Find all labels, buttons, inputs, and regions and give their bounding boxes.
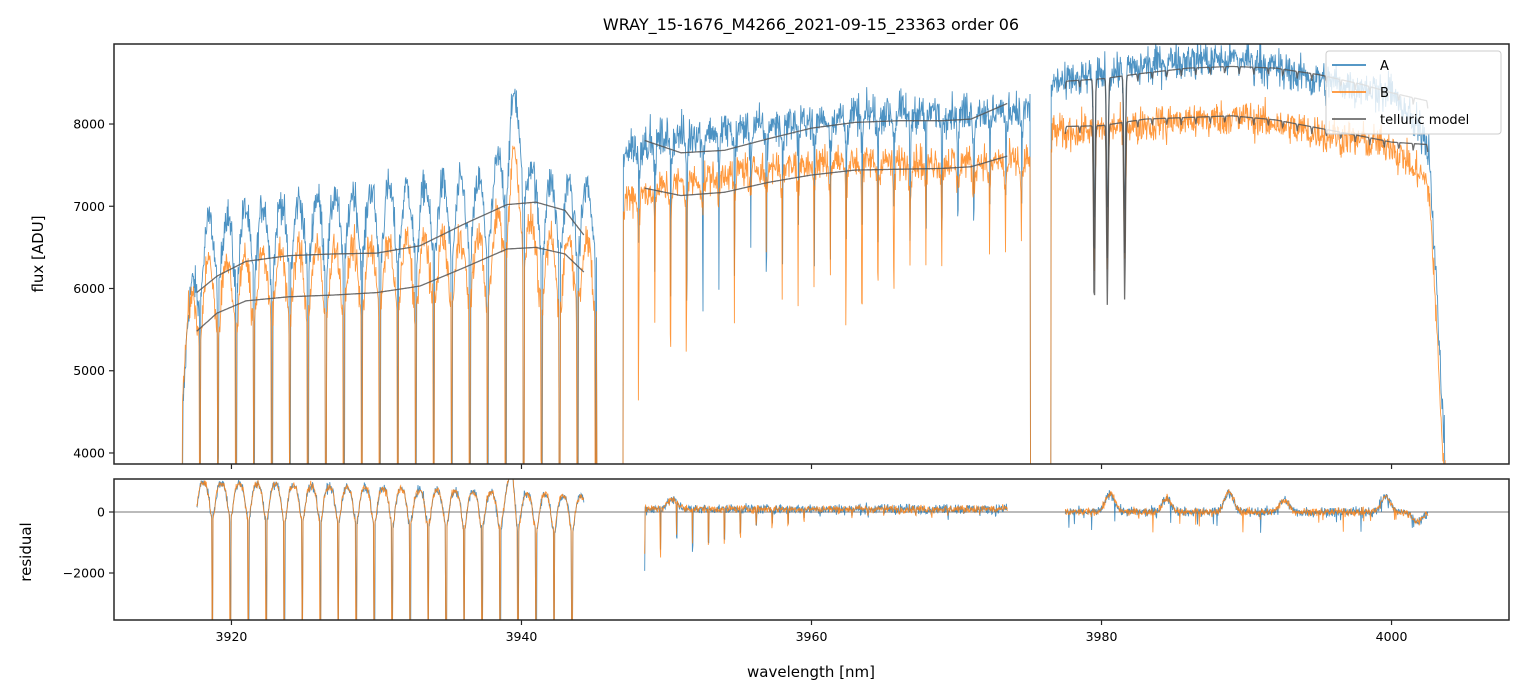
flux-panel: 4000 5000 6000 7000 8000 flux [ADU] A B tell… — [29, 43, 1510, 469]
flux-y-tick-label: 6000 — [73, 281, 105, 296]
residual-plot-area — [114, 479, 1509, 620]
chart-title: WRAY_15-1676_M4266_2021-09-15_23363 orde… — [603, 15, 1019, 35]
legend: A B telluric model — [1325, 50, 1502, 135]
flux-y-tick-label: 5000 — [73, 363, 105, 378]
legend-label-b: B — [1380, 86, 1389, 101]
residual-y-tick-label: 0 — [97, 505, 105, 520]
telluric-model-b-line — [196, 115, 1429, 332]
flux-y-ticks: 4000 5000 6000 7000 8000 — [73, 117, 114, 460]
flux-y-tick-label: 8000 — [73, 117, 105, 132]
series-b-flux-line — [181, 96, 1446, 464]
residual-x-tick-label: 3980 — [1086, 629, 1118, 644]
legend-entry-a: A — [1332, 59, 1389, 74]
x-axis-label: wavelength [nm] — [747, 663, 875, 681]
residual-y-ticks: −2000 0 — [63, 505, 114, 581]
series-b-residual-line — [196, 479, 1429, 620]
residual-x-tick-label: 3960 — [796, 629, 828, 644]
residual-axes-frame — [113, 478, 1510, 621]
legend-box — [1325, 50, 1502, 135]
legend-entry-telluric-model: telluric model — [1332, 113, 1469, 128]
series-a-residual-line — [196, 479, 1429, 620]
flux-y-tick-label: 4000 — [73, 445, 105, 460]
flux-x-ticks — [230, 464, 1393, 469]
residual-y-axis-label: residual — [17, 522, 35, 581]
residual-x-tick-label: 3940 — [506, 629, 538, 644]
residual-panel: −2000 0 3920 3940 3960 3980 4000 residual wav… — [17, 478, 1510, 681]
legend-label-a: A — [1380, 59, 1389, 74]
flux-plot-area — [181, 44, 1446, 464]
residual-x-tick-label: 3920 — [216, 629, 248, 644]
residual-x-tick-label: 4000 — [1376, 629, 1408, 644]
flux-y-tick-label: 7000 — [73, 199, 105, 214]
residual-x-ticks: 3920 3940 3960 3980 4000 — [216, 620, 1408, 644]
legend-entry-b: B — [1332, 86, 1389, 101]
residual-y-tick-label: −2000 — [63, 566, 105, 581]
legend-label-telluric-model: telluric model — [1380, 113, 1469, 128]
flux-y-axis-label: flux [ADU] — [29, 215, 47, 292]
